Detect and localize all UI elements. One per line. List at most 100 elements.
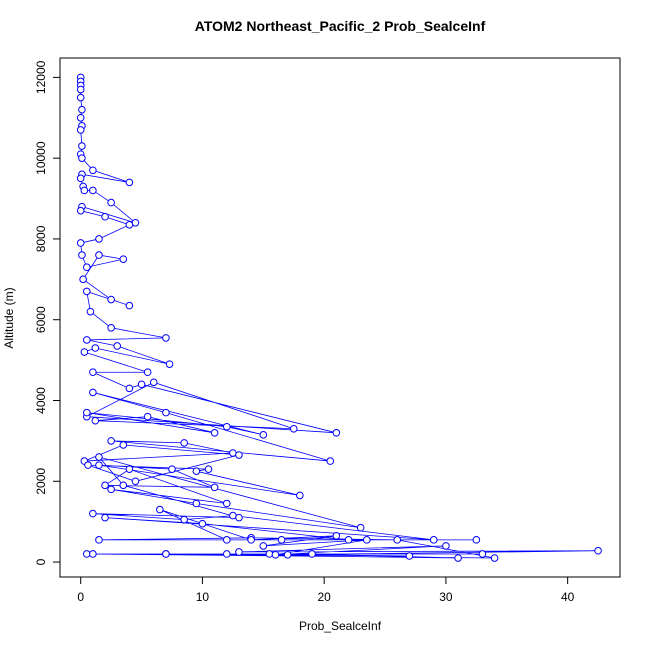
- data-point: [131, 477, 140, 486]
- data-point: [107, 198, 115, 207]
- data-point: [119, 441, 128, 449]
- data-point: [78, 154, 86, 162]
- data-point: [91, 416, 100, 425]
- data-point: [162, 334, 170, 342]
- data-point: [247, 536, 255, 544]
- data-point: [89, 166, 97, 175]
- data-point: [107, 437, 115, 445]
- y-tick-label: 8000: [34, 225, 48, 252]
- x-tick-label: 40: [561, 590, 575, 604]
- data-point: [107, 485, 115, 494]
- data-point: [89, 186, 97, 195]
- data-point: [472, 536, 481, 544]
- data-point: [271, 550, 280, 559]
- data-point: [95, 461, 103, 469]
- data-point: [265, 550, 274, 558]
- data-point: [454, 554, 462, 562]
- data-point: [125, 301, 134, 310]
- data-point: [235, 548, 243, 556]
- data-point: [332, 429, 341, 437]
- data-point: [162, 408, 170, 417]
- data-point: [180, 515, 188, 524]
- data-point: [222, 499, 231, 508]
- data-point: [192, 499, 201, 508]
- data-point: [91, 344, 100, 352]
- y-tick-label: 0: [34, 558, 48, 565]
- data-point: [308, 550, 316, 558]
- data-point: [277, 536, 286, 544]
- x-tick-label: 10: [196, 590, 210, 604]
- data-point: [89, 368, 97, 377]
- data-point: [192, 467, 201, 475]
- data-point: [344, 536, 353, 544]
- data-point: [95, 536, 103, 544]
- data-point: [156, 505, 164, 514]
- data-point: [76, 113, 85, 122]
- data-point: [76, 174, 85, 183]
- data-point: [86, 307, 95, 316]
- data-point: [137, 380, 146, 389]
- data-point: [222, 550, 231, 558]
- y-tick-label: 10000: [34, 141, 48, 175]
- data-point: [222, 536, 231, 544]
- data-point: [125, 178, 134, 187]
- data-point: [198, 519, 207, 528]
- data-point: [143, 412, 152, 421]
- data-point: [84, 461, 92, 469]
- x-axis-label: Prob_SealceInf: [299, 619, 382, 633]
- plot-frame: [59, 57, 621, 578]
- data-point: [76, 239, 85, 247]
- data-point: [362, 536, 371, 544]
- data-point: [107, 323, 115, 332]
- data-point: [210, 429, 219, 437]
- data-point: [113, 342, 122, 350]
- data-point: [442, 542, 450, 550]
- data-point: [259, 431, 268, 439]
- data-point: [229, 511, 237, 520]
- data-point: [95, 235, 103, 243]
- data-point: [180, 439, 188, 447]
- data-point: [165, 360, 174, 368]
- data-point: [76, 93, 85, 102]
- data-point: [82, 336, 91, 344]
- chart-title: ATOM2 Northeast_Pacific_2 Prob_SealceInf: [195, 18, 486, 34]
- data-point: [82, 408, 91, 417]
- y-tick-label: 6000: [34, 306, 48, 333]
- data-point: [101, 481, 109, 490]
- data-point: [210, 483, 219, 492]
- data-point: [78, 251, 86, 259]
- y-axis-label: Altitude (m): [2, 287, 16, 348]
- data-point: [490, 554, 499, 562]
- data-point: [76, 206, 85, 215]
- data-point: [594, 546, 602, 555]
- data-point: [119, 255, 128, 263]
- data-point: [125, 221, 134, 229]
- data-point: [79, 275, 87, 284]
- data-point: [235, 451, 243, 459]
- data-point: [143, 368, 152, 377]
- data-point: [326, 457, 335, 465]
- x-tick-label: 30: [439, 590, 453, 604]
- data-point: [101, 513, 109, 522]
- data-point: [478, 550, 487, 558]
- data-line: [80, 77, 599, 559]
- data-point: [119, 481, 128, 490]
- data-point: [76, 126, 85, 134]
- data-point: [107, 295, 115, 304]
- data-point: [125, 384, 134, 393]
- data-point: [78, 142, 86, 150]
- data-point: [222, 422, 231, 431]
- data-point: [89, 550, 97, 558]
- data-point: [95, 453, 103, 461]
- data-point: [405, 552, 414, 560]
- data-point: [204, 465, 213, 473]
- data-point: [82, 287, 91, 296]
- data-point: [429, 536, 438, 544]
- data-point: [296, 491, 304, 500]
- y-tick-label: 12000: [34, 60, 48, 94]
- data-point: [149, 378, 158, 387]
- data-point: [82, 263, 91, 272]
- data-point: [332, 532, 341, 540]
- y-tick-label: 2000: [34, 468, 48, 495]
